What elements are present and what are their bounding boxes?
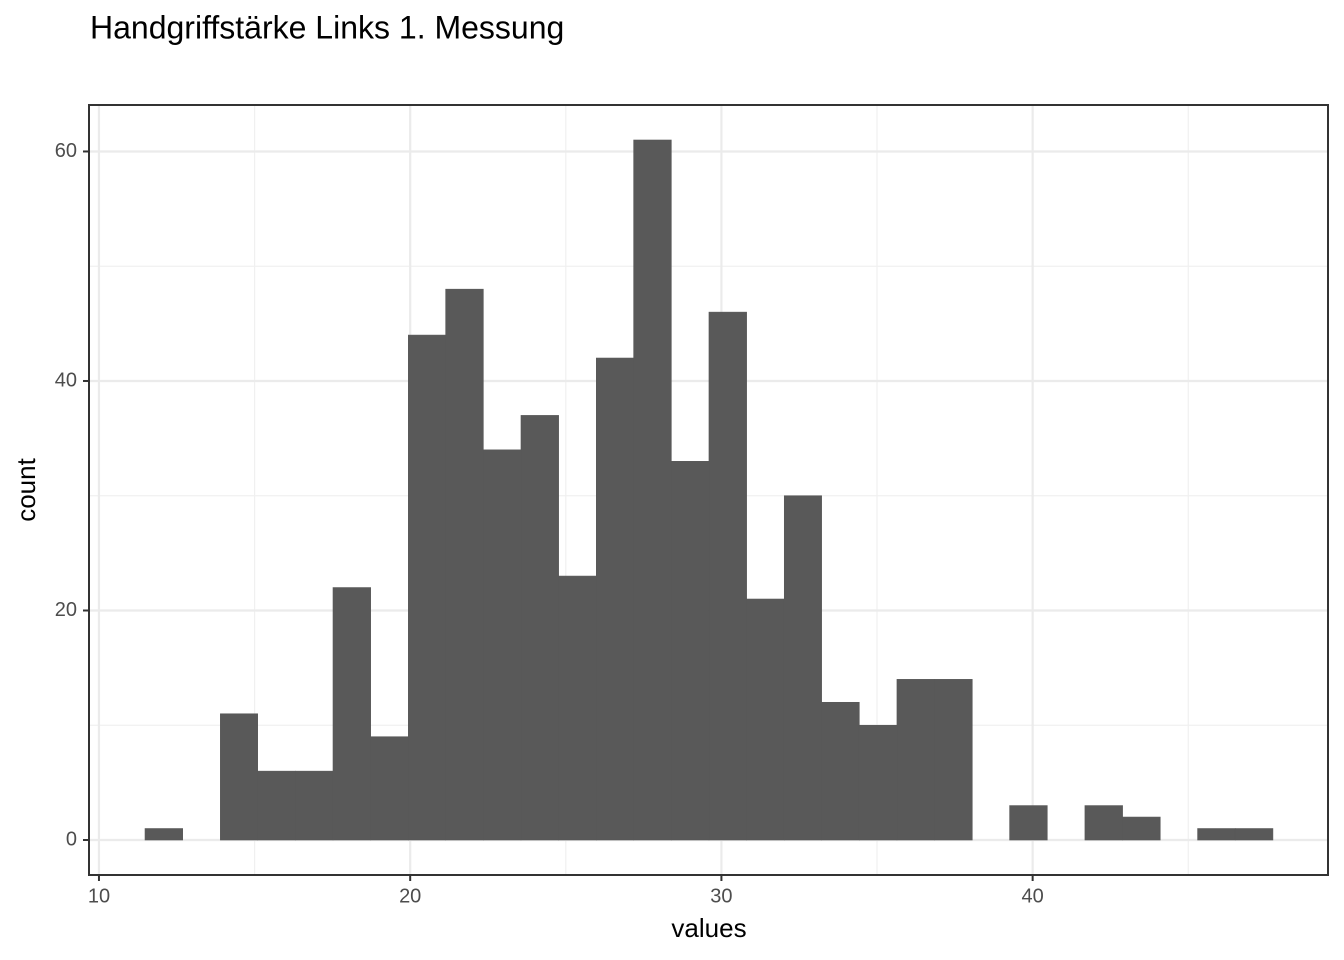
bar bbox=[1122, 816, 1161, 841]
bar bbox=[558, 575, 597, 841]
bar bbox=[520, 415, 559, 841]
bar bbox=[746, 598, 785, 841]
bar bbox=[220, 713, 258, 841]
bar bbox=[445, 288, 484, 841]
bar bbox=[1234, 828, 1274, 841]
y-tick-label: 0 bbox=[66, 828, 77, 850]
bar bbox=[332, 587, 371, 841]
y-tick-label: 60 bbox=[55, 140, 77, 162]
x-tick-label: 10 bbox=[88, 885, 110, 907]
bar bbox=[144, 828, 183, 841]
bar bbox=[1009, 805, 1048, 841]
x-tick-label: 40 bbox=[1022, 885, 1044, 907]
bar bbox=[858, 724, 898, 841]
bar bbox=[821, 701, 860, 841]
bar bbox=[295, 770, 334, 841]
bar bbox=[671, 461, 710, 841]
bar bbox=[708, 311, 747, 841]
bar bbox=[1084, 805, 1123, 841]
bar bbox=[370, 736, 409, 841]
y-tick-label: 40 bbox=[55, 369, 77, 391]
bar bbox=[257, 770, 296, 841]
x-axis-title: values bbox=[671, 913, 746, 943]
panel-border bbox=[88, 104, 1329, 876]
bar bbox=[596, 357, 634, 841]
y-axis-title: count bbox=[11, 457, 41, 521]
bar bbox=[1197, 828, 1236, 841]
x-tick-label: 30 bbox=[710, 885, 732, 907]
bar bbox=[896, 679, 935, 841]
bar bbox=[783, 495, 822, 841]
chart-title: Handgriffstärke Links 1. Messung bbox=[90, 9, 564, 45]
bar bbox=[483, 449, 522, 841]
y-tick-label: 20 bbox=[55, 599, 77, 621]
bar bbox=[408, 334, 446, 841]
bar bbox=[934, 679, 973, 841]
x-tick-label: 20 bbox=[399, 885, 421, 907]
bar bbox=[633, 139, 672, 841]
